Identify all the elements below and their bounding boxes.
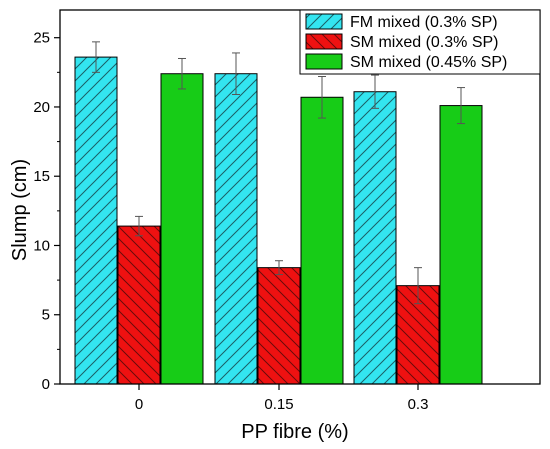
legend: FM mixed (0.3% SP) SM mixed (0.3% SP) SM m… [299, 9, 541, 75]
bar-1-0 [74, 56, 118, 385]
y-tick-label: 20 [33, 99, 50, 116]
bar-2-0 [117, 225, 161, 385]
y-tick-label: 15 [33, 168, 50, 185]
y-tick-label: 25 [33, 30, 50, 47]
y-axis-title: Slump (cm) [9, 159, 31, 261]
legend-label: SM mixed (0.45% SP) [350, 54, 507, 71]
bar-2-0.15 [257, 267, 301, 385]
y-tick-label: 10 [33, 237, 50, 254]
legend-swatch [305, 33, 343, 50]
bar-1-0.3 [353, 91, 397, 385]
y-tick-label: 0 [42, 376, 50, 393]
legend-swatch [305, 53, 343, 70]
legend-swatch [305, 13, 343, 30]
x-tick-label: 0.3 [408, 396, 429, 413]
bar-1-0.15 [214, 73, 258, 385]
bar-3-0 [160, 73, 204, 385]
x-tick-label: 0 [135, 396, 143, 413]
bar-3-0.3 [439, 105, 483, 385]
bar-3-0.15 [300, 96, 344, 385]
plot-area: 0 5 10 15 20 25 0 0.15 0.3 [33, 9, 541, 413]
x-tick-label: 0.15 [264, 396, 293, 413]
legend-label: SM mixed (0.3% SP) [350, 34, 498, 51]
y-tick-label: 5 [42, 307, 50, 324]
legend-label: FM mixed (0.3% SP) [350, 14, 498, 31]
x-axis-title: PP fibre (%) [241, 421, 348, 443]
